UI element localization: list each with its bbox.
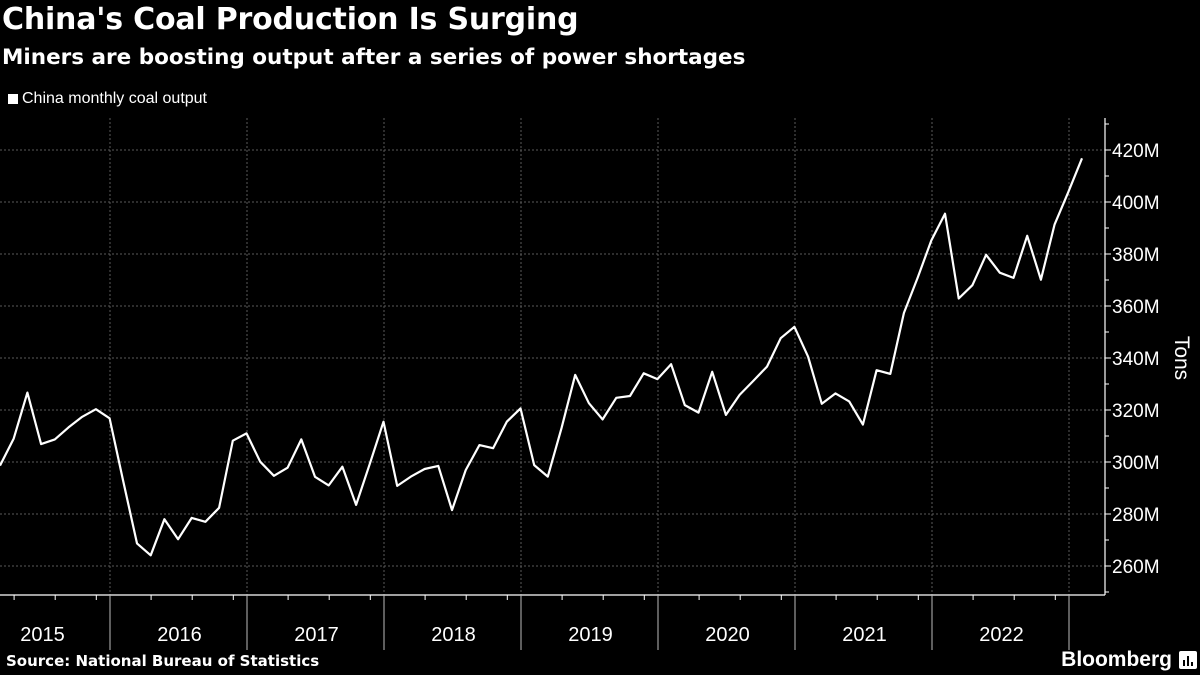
y-axis-labels: 260M 280M 300M 320M 340M 360M 380M 400M 420M: [1112, 141, 1160, 578]
x-tick-label: 2018: [431, 624, 476, 646]
y-tick-label: 280M: [1112, 505, 1160, 526]
series-points: [0, 158, 1083, 556]
x-tick-label: 2019: [568, 624, 613, 646]
legend-swatch: [8, 94, 18, 104]
y-tick-label: 360M: [1112, 297, 1160, 318]
y-tick-label: 260M: [1112, 557, 1160, 578]
x-tick-label: 2017: [294, 624, 339, 646]
source-note: Source: National Bureau of Statistics: [6, 652, 320, 670]
chart-title: China's Coal Production Is Surging: [2, 2, 579, 37]
x-tick-label: 2022: [979, 624, 1024, 646]
series-line: [0, 157, 1084, 557]
y-tick-label: 400M: [1112, 193, 1160, 214]
x-axis-labels: 2015 2016 2017 2018 2019 2020 2021 2022: [20, 624, 1024, 646]
axes: [0, 118, 1111, 650]
y-tick-label: 300M: [1112, 453, 1160, 474]
legend-label: China monthly coal output: [22, 90, 207, 107]
x-tick-label: 2021: [842, 624, 887, 646]
y-tick-label: 320M: [1112, 401, 1160, 422]
y-axis-title: Tons: [1170, 336, 1193, 380]
chart-subtitle: Miners are boosting output after a serie…: [2, 45, 746, 70]
x-tick-label: 2016: [157, 624, 202, 646]
y-tick-label: 380M: [1112, 245, 1160, 266]
x-tick-label: 2020: [705, 624, 750, 646]
grid: [0, 118, 1105, 595]
y-tick-label: 340M: [1112, 349, 1160, 370]
bloomberg-logo: Bloomberg: [1061, 648, 1172, 671]
bloomberg-chart-icon: [1179, 651, 1197, 669]
legend: China monthly coal output: [8, 90, 207, 108]
y-tick-label: 420M: [1112, 141, 1160, 162]
x-tick-label: 2015: [20, 624, 65, 646]
